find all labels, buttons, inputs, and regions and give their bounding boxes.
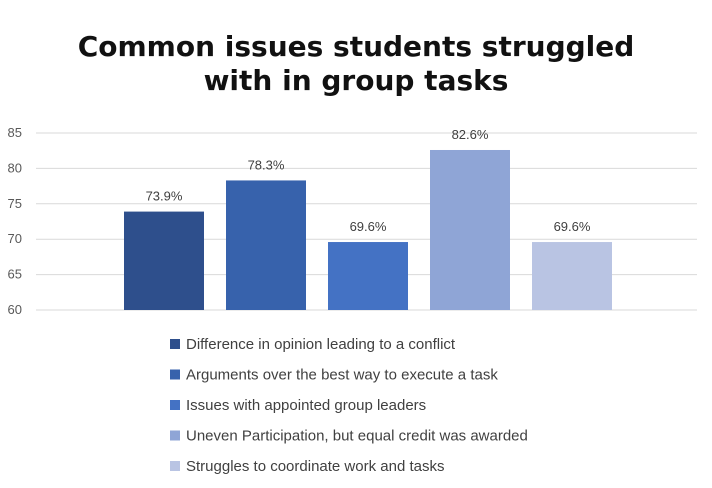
y-tick-label: 85 [8,125,22,140]
bar-1 [124,211,204,310]
data-label-4: 82.6% [452,127,489,142]
chart-title-line-2: with in group tasks [204,64,509,97]
bar-2 [226,180,306,310]
y-tick-label: 75 [8,196,22,211]
legend-swatch-4 [170,430,180,441]
legend-label-5: Struggles to coordinate work and tasks [186,458,444,475]
data-label-3: 69.6% [350,219,387,234]
bar-4 [430,149,510,310]
legend-label-4: Uneven Participation, but equal credit w… [186,428,528,445]
legend-label-2: Arguments over the best way to execute a… [186,367,498,384]
data-label-1: 73.9% [146,189,183,204]
y-tick-label: 65 [8,267,22,282]
legend-swatch-1 [170,339,180,349]
bar-5 [532,242,612,310]
legend-label-1: Difference in opinion leading to a confl… [186,336,456,353]
y-tick-label: 70 [8,231,22,246]
legend-swatch-2 [170,369,180,380]
y-tick-label: 60 [8,302,22,317]
legend-swatch-3 [170,400,180,410]
data-label-5: 69.6% [554,219,591,234]
chart-title-line-1: Common issues students struggled [78,30,635,63]
bar-3 [328,242,408,310]
y-tick-label: 80 [8,160,22,175]
legend-label-3: Issues with appointed group leaders [186,397,426,414]
legend-swatch-5 [170,461,180,471]
data-label-2: 78.3% [248,157,285,172]
